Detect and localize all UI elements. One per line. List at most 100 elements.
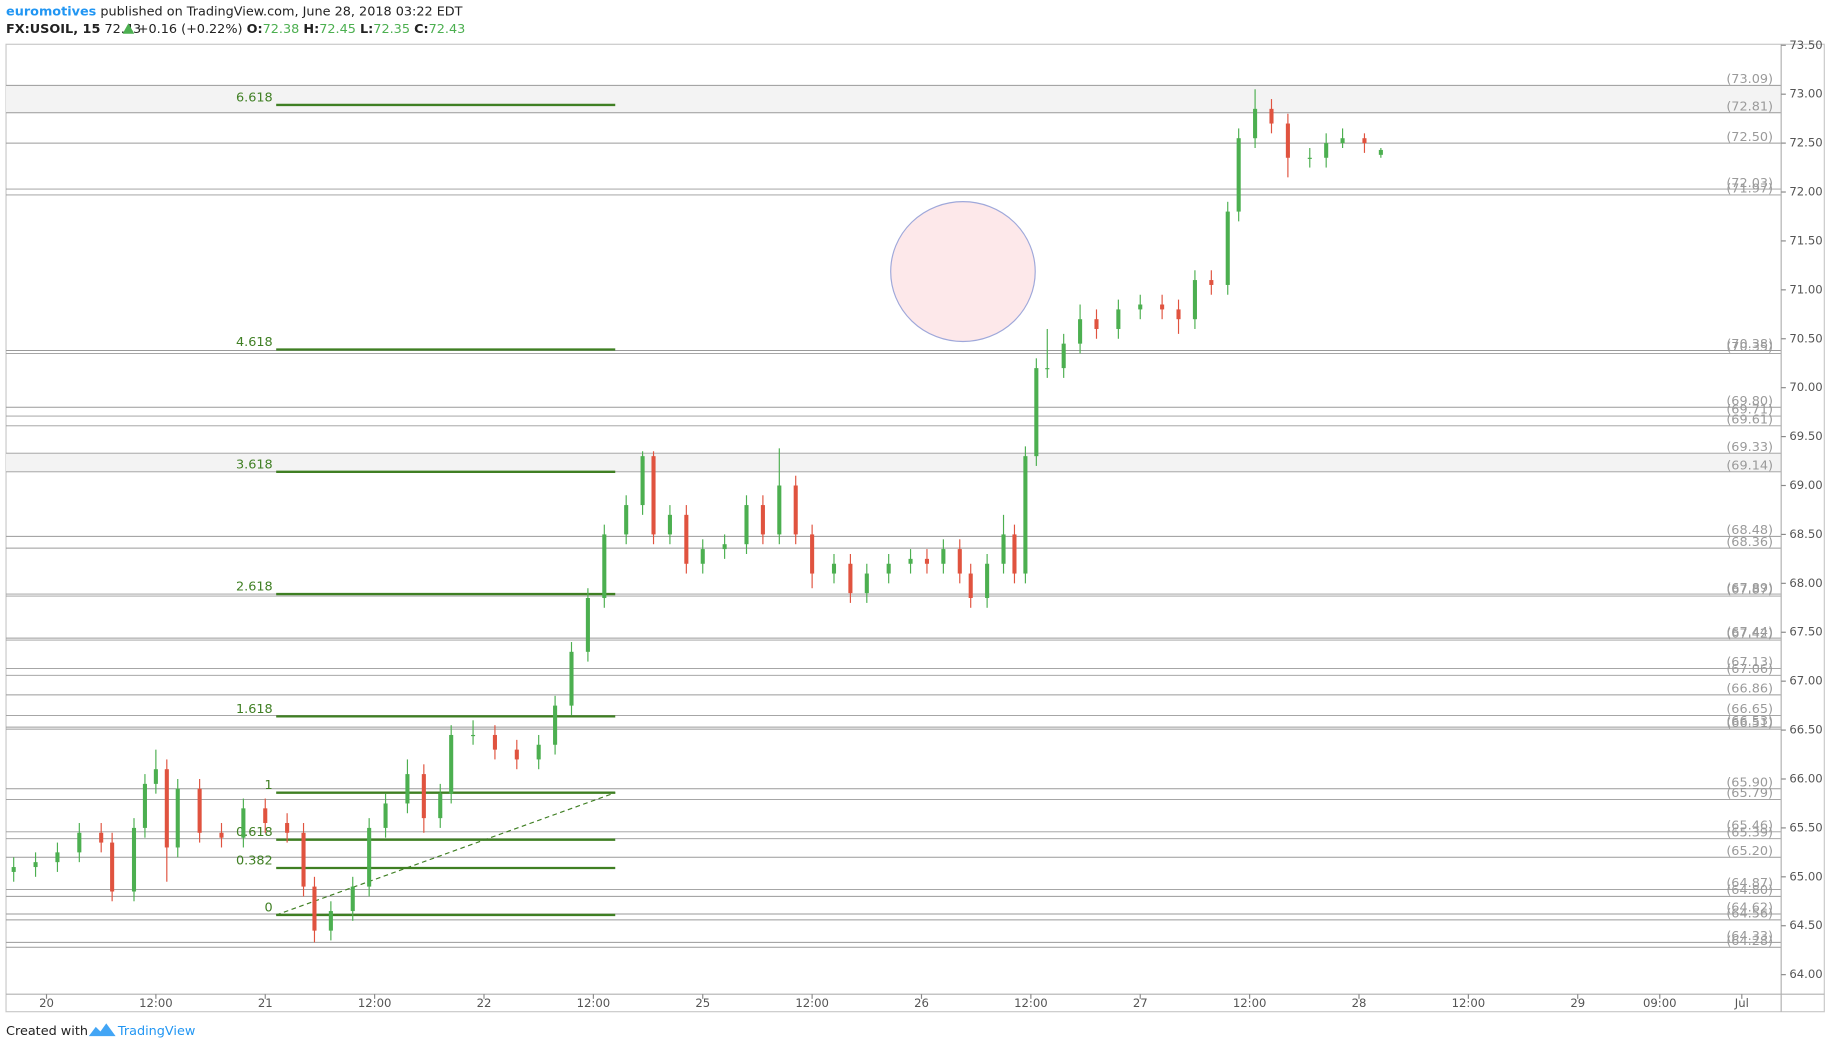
- level-label: (67.06): [1726, 662, 1773, 677]
- y-tick-label: 71.00: [1789, 282, 1822, 296]
- fib-label: 1.618: [236, 702, 273, 717]
- level-label: (64.62): [1726, 901, 1773, 916]
- level-label: (72.50): [1726, 130, 1773, 145]
- candle-body: [1061, 343, 1066, 369]
- close-value: 72.43: [429, 22, 466, 37]
- candle-body: [941, 549, 946, 564]
- candle-body: [350, 886, 355, 912]
- level-label: (65.90): [1726, 775, 1773, 790]
- candle-body: [421, 774, 426, 819]
- level-label: (72.81): [1726, 99, 1773, 114]
- candle-body: [908, 558, 913, 564]
- candle-body: [1176, 309, 1181, 320]
- level-label: (65.39): [1726, 825, 1773, 840]
- candle-body: [99, 832, 104, 843]
- fib-label: 6.618: [236, 90, 273, 105]
- header-line-2: FX:USOIL, 15 72.43 +0.16 (+0.22%) O:72.3…: [6, 22, 465, 37]
- level-label: (67.42): [1726, 627, 1773, 642]
- level-band: [6, 85, 1782, 113]
- candle-body: [1340, 138, 1345, 144]
- candle-body: [471, 734, 476, 737]
- y-tick-label: 73.00: [1789, 87, 1822, 101]
- close-label: C:: [414, 22, 429, 37]
- published: published on TradingView.com, June 28, 2…: [100, 4, 462, 19]
- high-value: 72.45: [319, 22, 356, 37]
- level-label: (69.61): [1726, 412, 1773, 427]
- x-tick-label: 12:00: [1233, 996, 1267, 1010]
- fib-label: 1: [265, 778, 273, 793]
- chart-frame: [5, 43, 1825, 1013]
- candle-body: [301, 832, 306, 887]
- candle-body: [985, 563, 990, 599]
- x-tick-label: 22: [477, 996, 492, 1010]
- candle-body: [1078, 319, 1083, 344]
- candle-body: [744, 505, 749, 545]
- candle-body: [777, 485, 782, 535]
- y-tick-label: 70.00: [1789, 380, 1822, 394]
- open-label: O:: [247, 22, 263, 37]
- fib-label: 0.382: [236, 854, 273, 869]
- x-tick-label: 20: [39, 996, 54, 1010]
- candle-body: [553, 705, 558, 745]
- bands: [6, 85, 1782, 472]
- candle-body: [1045, 368, 1050, 370]
- y-tick-label: 71.50: [1789, 233, 1822, 247]
- level-label: (64.80): [1726, 883, 1773, 898]
- candle-body: [886, 563, 891, 574]
- level-label: (69.14): [1726, 458, 1773, 473]
- axes: 64.00 64.50 65.00 65.50 66.00 66.50 67.00 67.50…: [39, 38, 1823, 1010]
- level-label: (66.86): [1726, 682, 1773, 697]
- author[interactable]: euromotives: [6, 4, 97, 19]
- level-label: (67.44): [1726, 625, 1773, 640]
- created-with: Created with: [6, 1024, 88, 1039]
- level-label: (67.89): [1726, 581, 1773, 596]
- candle-body: [1160, 304, 1165, 310]
- y-tick-label: 69.50: [1789, 429, 1822, 443]
- candle-body: [449, 734, 454, 794]
- open-value: 72.38: [263, 22, 300, 37]
- x-tick-label: 12:00: [795, 996, 829, 1010]
- level-label: (73.09): [1726, 72, 1773, 87]
- candle-body: [1285, 123, 1290, 158]
- candle-body: [285, 823, 290, 833]
- candle-body: [667, 514, 672, 535]
- fib-trend-line: [275, 792, 616, 916]
- candle-body: [241, 808, 246, 838]
- y-tick-label: 65.00: [1789, 869, 1822, 883]
- header-line-1: euromotives published on TradingView.com…: [6, 4, 463, 19]
- candle-body: [1023, 456, 1028, 574]
- ohlc-line: +0.16 (+0.22%) O:72.38 H:72.45 L:72.35 C…: [138, 22, 466, 37]
- candle-body: [700, 549, 705, 564]
- candle-body: [1012, 534, 1017, 574]
- level-label: (70.38): [1726, 337, 1773, 352]
- candle-body: [131, 827, 137, 892]
- level-label: (64.56): [1726, 907, 1773, 922]
- level-label: (66.65): [1726, 702, 1773, 717]
- tradingview-logo[interactable]: [88, 1023, 116, 1037]
- candle-body: [383, 803, 388, 828]
- candle-body: [864, 573, 869, 594]
- x-tick-label: 12:00: [358, 996, 392, 1010]
- candle-body: [11, 867, 16, 872]
- candle-body: [1209, 280, 1214, 285]
- level-label: (66.53): [1726, 714, 1773, 729]
- candle-body: [624, 505, 629, 535]
- candle-body: [438, 793, 443, 819]
- y-tick-label: 68.00: [1789, 576, 1822, 590]
- level-label: (64.87): [1726, 876, 1773, 891]
- candle-body: [110, 842, 115, 892]
- candle-body: [164, 769, 169, 848]
- fib-label: 0: [265, 900, 273, 915]
- fib-label: 3.618: [236, 457, 273, 472]
- candle-body: [1253, 108, 1258, 139]
- x-tick-label: 12:00: [1014, 996, 1048, 1010]
- candle-body: [197, 788, 202, 833]
- candle-body: [569, 651, 574, 706]
- candle-body: [1307, 157, 1312, 159]
- level-label: (69.71): [1726, 403, 1773, 418]
- candle-body: [55, 852, 60, 863]
- symbol-line: FX:USOIL, 15 72.43: [6, 22, 141, 37]
- x-tick-label: 29: [1570, 996, 1585, 1010]
- candle-body: [831, 563, 837, 574]
- tradingview-brand[interactable]: TradingView: [117, 1024, 195, 1039]
